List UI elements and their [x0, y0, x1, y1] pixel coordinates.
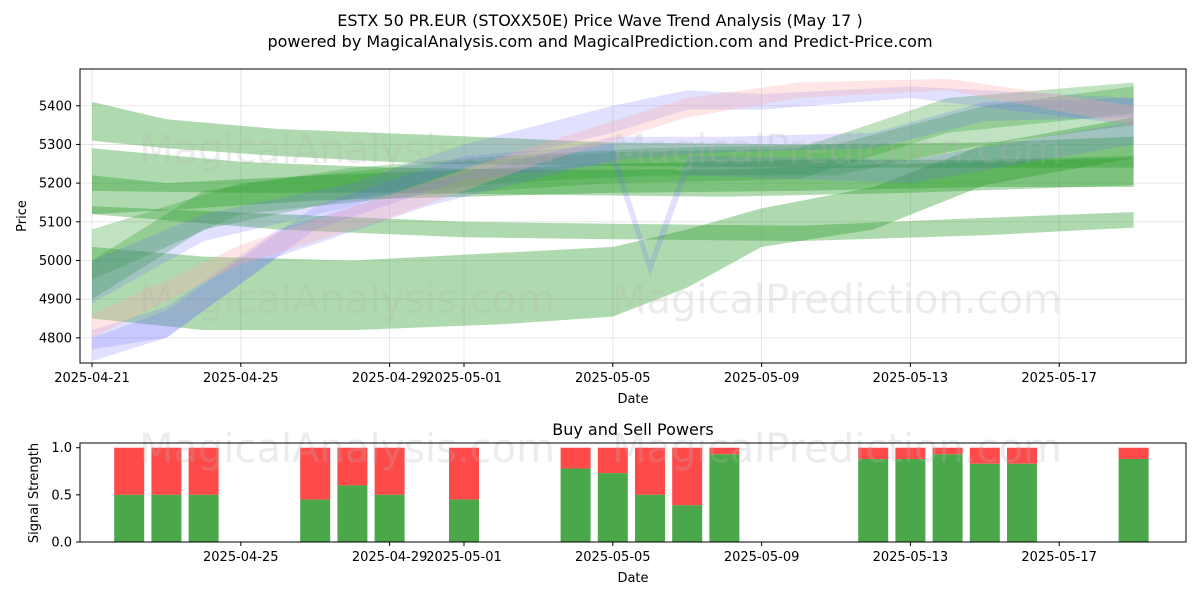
signal-x-tick-label: 2025-04-25 [203, 550, 279, 565]
signal-x-tick-label: 2025-05-01 [426, 550, 502, 565]
buy-power-bar [597, 473, 628, 542]
watermark-analysis-bottom: MagicalAnalysis.com [139, 426, 555, 472]
price-band-7 [92, 82, 1134, 280]
price-band-10 [92, 121, 1134, 362]
signal-bars [114, 447, 1149, 542]
signal-x-tick-label: 2025-05-13 [873, 550, 949, 565]
price-band-1 [92, 101, 1134, 168]
signal-chart: Buy and Sell Powers MagicalAnalysis.com … [27, 420, 1187, 586]
buy-power-bar [1007, 463, 1037, 542]
signal-x-tick-label: 2025-05-09 [724, 550, 800, 565]
price-x-tick-label: 2025-05-09 [724, 371, 800, 386]
price-chart: MagicalAnalysis.com MagicalPrediction.co… [15, 68, 1187, 407]
buy-power-bar [151, 494, 182, 542]
sell-power-bar [449, 447, 479, 500]
signal-x-tick-label: 2025-05-17 [1021, 550, 1097, 565]
price-x-ticks: 2025-04-21 2025-04-25 2025-04-292025-05-01… [54, 363, 1097, 386]
price-y-tick-label: 5100 [39, 215, 72, 230]
watermark-analysis-mid: MagicalAnalysis.com [139, 277, 555, 323]
price-band-3 [92, 117, 1134, 331]
price-x-tick-label: 2025-05-17 [1021, 371, 1097, 386]
sell-power-bar [114, 447, 145, 495]
price-band-11 [92, 78, 1134, 338]
buy-power-bar [337, 485, 368, 542]
watermark-prediction-bottom: MagicalPrediction.com [612, 426, 1062, 472]
sell-power-bar [337, 447, 368, 486]
chart-title-line2: powered by MagicalAnalysis.com and Magic… [267, 32, 932, 51]
sell-power-bar [597, 447, 628, 474]
price-band-4 [92, 206, 1134, 242]
sell-power-bar [188, 447, 219, 495]
price-x-tick-label: 2025-04-21 [54, 371, 130, 386]
price-band-8 [92, 86, 1134, 304]
price-x-tick-label: 2025-05-01 [426, 371, 502, 386]
buy-power-bar [672, 505, 703, 542]
chart-title-line1: ESTX 50 PR.EUR (STOXX50E) Price Wave Tre… [337, 11, 862, 30]
sell-power-bar [560, 447, 591, 469]
signal-y-ticks: 0.0 0.5 1.0 [51, 441, 80, 551]
signal-y-tick-label: 1.0 [51, 441, 72, 456]
price-plot-area [80, 69, 1186, 363]
sell-power-bar [635, 447, 665, 495]
buy-power-bar [709, 454, 740, 542]
watermark-prediction-mid: MagicalPrediction.com [612, 277, 1062, 323]
watermark-prediction-top: MagicalPrediction.com [612, 127, 1062, 173]
sell-power-bar [300, 447, 331, 500]
price-band-6 [92, 86, 1134, 300]
buy-power-bar [635, 494, 665, 542]
price-y-ticks: 4800 4900 5000 5100 5200 5300 5400 [39, 99, 80, 346]
sell-power-bar [895, 447, 926, 460]
sell-power-bar [969, 447, 1000, 464]
sell-power-bar [672, 447, 703, 506]
signal-plot-area [80, 443, 1186, 542]
signal-y-axis-label: Signal Strength [27, 443, 42, 543]
sell-power-bar [709, 447, 740, 455]
buy-power-bar [374, 494, 405, 542]
price-y-tick-label: 4900 [39, 293, 72, 308]
signal-y-tick-label: 0.0 [51, 536, 72, 551]
buy-power-bar [858, 459, 889, 542]
buy-power-bar [114, 494, 145, 542]
sell-power-bar [858, 447, 889, 460]
price-band-2 [92, 156, 1134, 215]
signal-x-axis-label: Date [617, 571, 648, 586]
price-x-tick-label: 2025-05-13 [873, 371, 949, 386]
buy-power-bar [932, 454, 963, 542]
buy-power-bar [449, 499, 479, 542]
price-y-axis-label: Price [15, 200, 30, 232]
price-x-axis-label: Date [617, 392, 648, 407]
signal-chart-title: Buy and Sell Powers [552, 420, 714, 439]
price-band-9 [92, 98, 1134, 350]
price-grid [80, 69, 1186, 363]
sell-power-bar [1007, 447, 1037, 464]
sell-power-bar [374, 447, 405, 495]
price-x-tick-label: 2025-04-25 [203, 371, 279, 386]
price-y-tick-label: 5300 [39, 138, 72, 153]
sell-power-bar [1118, 447, 1149, 460]
signal-x-tick-label: 2025-05-05 [575, 550, 651, 565]
price-x-tick-label: 2025-05-05 [575, 371, 651, 386]
price-y-tick-label: 5400 [39, 99, 72, 114]
buy-power-bar [188, 494, 219, 542]
buy-power-bar [560, 468, 591, 542]
sell-power-bar [932, 447, 963, 455]
buy-power-bar [300, 499, 331, 542]
watermark-analysis-top: MagicalAnalysis.com [139, 127, 555, 173]
price-band-5 [92, 148, 1134, 197]
price-y-tick-label: 5000 [39, 254, 72, 269]
price-bands [92, 78, 1134, 362]
price-x-tick-label: 2025-04-29 [352, 371, 428, 386]
signal-y-tick-label: 0.5 [51, 488, 72, 503]
signal-plot-frame [79, 442, 1187, 543]
price-y-tick-label: 4800 [39, 331, 72, 346]
signal-x-tick-label: 2025-04-29 [352, 550, 428, 565]
buy-power-bar [969, 463, 1000, 542]
sell-power-bar [151, 447, 182, 495]
price-plot-frame [79, 68, 1187, 364]
price-y-tick-label: 5200 [39, 177, 72, 192]
buy-power-bar [895, 459, 926, 542]
buy-power-bar [1118, 459, 1149, 542]
